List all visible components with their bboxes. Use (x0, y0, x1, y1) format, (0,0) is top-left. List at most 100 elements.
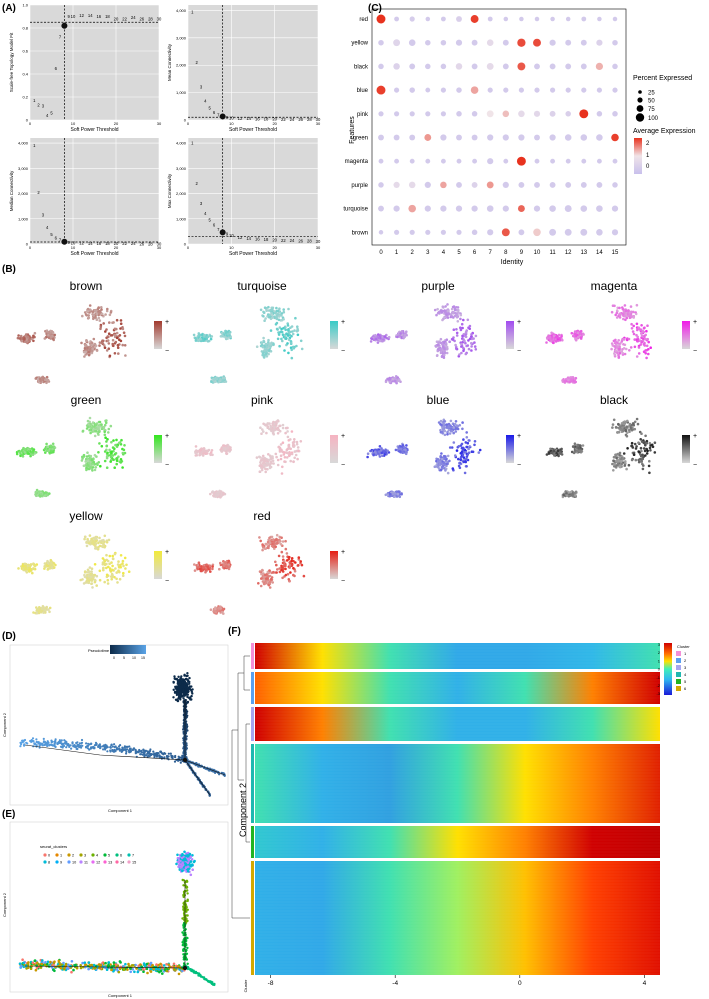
umap-cell (262, 355, 266, 359)
umap-cell (113, 466, 116, 470)
dot-turquoise-12 (564, 205, 572, 213)
trajectory-cell (53, 740, 56, 743)
dot-magenta-6 (472, 158, 478, 164)
umap-cell (620, 350, 623, 353)
umap-cell (35, 488, 39, 492)
umap-cell (287, 351, 290, 355)
umap-cell (90, 567, 94, 570)
umap-cell (631, 330, 635, 333)
umap-cell (262, 575, 266, 579)
umap-cell (632, 310, 635, 314)
umap-cell (386, 377, 390, 381)
umap-cell (51, 331, 55, 334)
dot-brown-15 (611, 229, 619, 236)
umap-cell (436, 354, 439, 357)
dot-black-6 (471, 63, 478, 70)
umap-cell (198, 337, 202, 341)
umap-cell (115, 457, 119, 460)
umap-cell (119, 319, 123, 322)
power-label: 20 (272, 117, 277, 122)
umap-cell (84, 344, 87, 348)
umap-cell (292, 347, 296, 350)
umap-cell (31, 453, 35, 457)
umap-cell (634, 458, 638, 462)
umap-cell (288, 555, 291, 559)
umap-cell (295, 329, 299, 333)
umap-cell (99, 327, 102, 331)
dot-green-6 (471, 134, 478, 141)
umap-cell (442, 425, 445, 428)
power-label: 2 (195, 181, 198, 186)
feature-label-black: black (354, 64, 369, 70)
umap-cell (620, 340, 624, 343)
umap-cell (85, 571, 89, 574)
umap-cell (286, 435, 290, 439)
dot-green-2 (409, 134, 416, 141)
umap-cell (269, 329, 273, 332)
umap-cell (276, 568, 279, 571)
umap-cell (459, 328, 463, 332)
umap-cell (639, 453, 642, 456)
umap-cell (287, 328, 290, 332)
y-axis-label: Mean Connectivity (167, 43, 172, 81)
umap-cell (101, 557, 105, 560)
dot-yellow-1 (393, 39, 401, 47)
umap-cell (295, 442, 299, 446)
umap-cell (97, 541, 100, 545)
dot-blue-5 (456, 87, 462, 93)
legend-size-dot-75 (636, 105, 644, 112)
umap-cell (387, 335, 391, 339)
trajectory-cell (120, 750, 123, 754)
scale-plus: + (693, 433, 697, 440)
umap-cell (279, 330, 282, 334)
dot-red-10 (534, 16, 540, 22)
umap-cell (110, 334, 114, 337)
y-tick-label: 0 (184, 118, 187, 123)
y-axis-label: Scale-free Topology Model Fit (9, 32, 14, 92)
scale-plus: + (517, 319, 521, 326)
umap-cell (474, 334, 478, 338)
umap-cell (98, 319, 102, 322)
trajectory-cell (165, 755, 168, 758)
umap-cell (636, 422, 640, 426)
umap-cell (104, 436, 107, 440)
umap-cell (638, 339, 642, 343)
umap-cell (111, 338, 115, 342)
umap-cell (446, 454, 450, 458)
umap-cell (85, 468, 88, 472)
dot-red-5 (456, 16, 462, 22)
umap-cell (278, 570, 282, 574)
umap-cell (437, 310, 441, 314)
umap-cell (27, 564, 31, 568)
umap-cell (278, 344, 281, 348)
umap-cell (38, 377, 42, 381)
umap-cell (113, 327, 117, 331)
umap-cell (632, 422, 635, 426)
umap-cell (113, 333, 117, 337)
umap-cell (548, 335, 552, 339)
umap-cell (122, 448, 126, 452)
dot-magenta-11 (550, 158, 556, 164)
trajectory-cell (113, 745, 116, 749)
umap-cell (85, 427, 89, 430)
identity-label-9: 9 (520, 250, 524, 256)
dot-brown-12 (564, 228, 572, 236)
umap-cell (455, 427, 458, 430)
umap-cell (281, 441, 285, 445)
umap-cell (366, 455, 369, 459)
umap-cell (89, 460, 92, 464)
power-label: 26 (139, 16, 144, 21)
pseudotime-tick-15: 15 (141, 656, 145, 660)
umap-cell (84, 459, 88, 463)
umap-cell (277, 315, 281, 318)
umap-cell (276, 313, 280, 316)
umap-cell (443, 429, 447, 433)
umap-title-pink: pink (251, 393, 274, 407)
power-label: 1 (191, 141, 194, 146)
trajectory-cell (23, 743, 26, 746)
umap-cell (644, 434, 647, 438)
dot-yellow-12 (565, 39, 572, 46)
umap-cell (282, 560, 286, 563)
umap-cell (114, 340, 118, 344)
umap-cell (294, 453, 298, 457)
